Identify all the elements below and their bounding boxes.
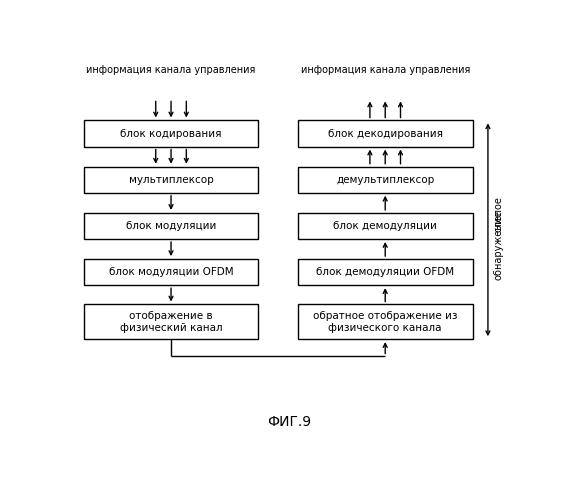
FancyBboxPatch shape [298, 120, 473, 146]
Text: мультиплексор: мультиплексор [129, 174, 213, 184]
Text: блок демодуляции OFDM: блок демодуляции OFDM [316, 267, 454, 277]
Text: ФИГ.9: ФИГ.9 [267, 415, 311, 429]
Text: блок модуляции OFDM: блок модуляции OFDM [109, 267, 233, 277]
Text: информация канала управления: информация канала управления [301, 66, 470, 76]
Text: блок демодуляции: блок демодуляции [333, 221, 437, 231]
Text: слепое: слепое [493, 196, 503, 232]
FancyBboxPatch shape [83, 120, 258, 146]
Text: отображение в
физический канал: отображение в физический канал [120, 310, 222, 333]
Text: информация канала управления: информация канала управления [86, 66, 255, 76]
Text: демультиплексор: демультиплексор [336, 174, 434, 184]
FancyBboxPatch shape [83, 304, 258, 339]
Text: блок кодирования: блок кодирования [120, 128, 222, 138]
FancyBboxPatch shape [83, 166, 258, 193]
FancyBboxPatch shape [83, 213, 258, 239]
Text: обнаружение: обнаружение [493, 210, 503, 280]
FancyBboxPatch shape [298, 213, 473, 239]
FancyBboxPatch shape [298, 304, 473, 339]
FancyBboxPatch shape [298, 259, 473, 285]
Text: блок модуляции: блок модуляции [126, 221, 216, 231]
FancyBboxPatch shape [83, 259, 258, 285]
Text: обратное отображение из
физического канала: обратное отображение из физического кана… [313, 310, 457, 333]
Text: блок декодирования: блок декодирования [328, 128, 443, 138]
FancyBboxPatch shape [298, 166, 473, 193]
